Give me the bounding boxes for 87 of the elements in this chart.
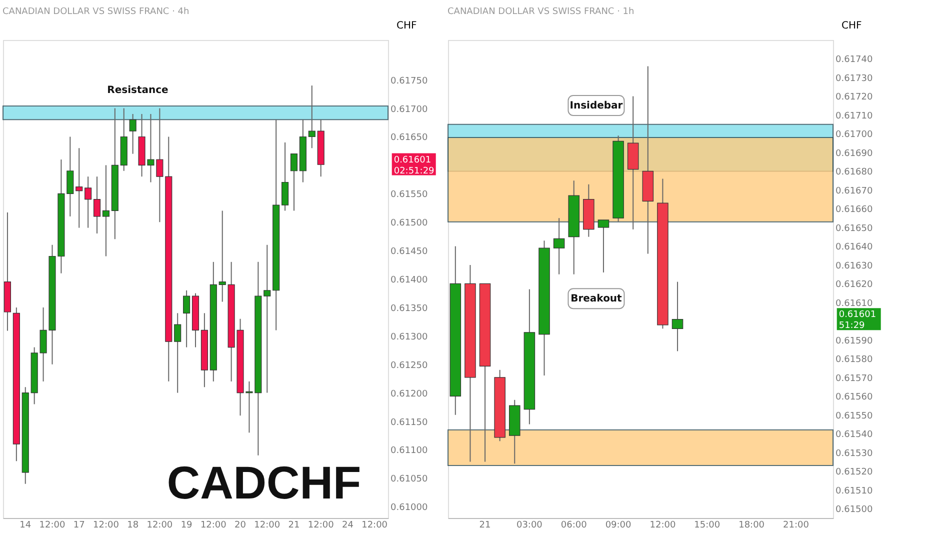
x-tick-label: 12:00 [254, 520, 280, 530]
x-tick-label: 18:00 [738, 520, 765, 530]
chart-title: CANADIAN DOLLAR VS SWISS FRANC · 4h [2, 7, 190, 17]
y-tick-label: 0.61680 [836, 168, 873, 178]
y-axis-title: CHF [842, 20, 862, 32]
y-tick-label: 0.61150 [390, 418, 428, 428]
x-tick-label: 14 [20, 520, 32, 530]
x-tick-label: 24 [342, 520, 354, 530]
y-tick-label: 0.61550 [390, 190, 428, 200]
candlestick [290, 153, 298, 212]
x-tick-label: 06:00 [560, 520, 588, 530]
y-tick-label: 0.61590 [836, 336, 873, 346]
candlestick [598, 219, 610, 273]
band-label: Resistance [107, 85, 169, 96]
y-tick-label: 0.61650 [836, 224, 873, 234]
x-tick-label: 18 [127, 520, 139, 530]
candlestick [84, 176, 92, 228]
y-tick-label: 0.61620 [836, 280, 873, 290]
y-tick-label: 0.61520 [836, 468, 873, 478]
y-tick-label: 0.61200 [390, 389, 428, 400]
candlestick [76, 148, 83, 228]
y-tick-label: 0.61650 [390, 133, 428, 144]
y-tick-label: 0.61450 [390, 247, 428, 258]
y-tick-label: 0.61660 [836, 205, 873, 216]
candlestick [264, 244, 271, 394]
y-tick-label: 0.61500 [390, 218, 428, 229]
y-tick-label: 0.61100 [390, 446, 428, 456]
y-tick-label: 0.61640 [836, 242, 873, 253]
y-tick-label: 0.61700 [836, 130, 873, 140]
y-tick-label: 0.61050 [390, 474, 428, 485]
y-tick-label: 0.61630 [836, 261, 873, 272]
candlestick [174, 312, 182, 394]
x-tick-label: 21:00 [783, 520, 810, 530]
text: 0.61601 51:29 [838, 310, 876, 332]
y-tick-label: 0.61580 [836, 355, 873, 366]
x-tick-label: 17 [73, 520, 85, 530]
y-tick-label: 0.61500 [836, 505, 873, 516]
x-tick-label: 12:00 [92, 520, 120, 530]
candlestick [183, 290, 190, 348]
y-axis-title: CHF [396, 20, 417, 32]
x-tick-label: 12:00 [308, 520, 334, 530]
candlestick [553, 218, 565, 275]
x-tick-label: 12:00 [146, 520, 173, 530]
candlestick [102, 164, 110, 257]
annotation: Insidebar [570, 100, 623, 112]
y-tick-label: 0.61670 [836, 186, 873, 196]
x-tick-label: 12:00 [39, 520, 66, 530]
candlestick [93, 176, 101, 234]
candlestick [672, 281, 684, 352]
chart-title: CANADIAN DOLLAR VS SWISS FRANC · 1h [448, 7, 634, 17]
x-tick-label: 12:00 [200, 520, 227, 530]
candlestick [218, 210, 226, 302]
x-tick-label: 03:00 [516, 520, 543, 530]
y-tick-label: 0.61540 [836, 430, 873, 440]
candlestick [129, 113, 136, 154]
annotation: Breakout [570, 294, 622, 305]
candlestick [66, 136, 74, 217]
x-tick-label: 21 [288, 520, 300, 530]
x-tick-label: 21 [479, 520, 491, 530]
y-tick-label: 0.61550 [836, 411, 873, 422]
x-tick-label: 12:00 [650, 520, 676, 530]
text: 0.61601 02:51:29 [394, 155, 435, 176]
y-tick-label: 0.61730 [836, 74, 873, 84]
y-tick-label: 0.61300 [390, 332, 428, 342]
x-tick-label: 09:00 [605, 520, 632, 530]
y-tick-label: 0.61570 [836, 374, 873, 384]
y-tick-label: 0.61740 [836, 55, 873, 66]
candlestick [308, 85, 316, 149]
y-tick-label: 0.61350 [390, 304, 428, 314]
y-tick-label: 0.61560 [836, 392, 873, 403]
y-tick-label: 0.61700 [390, 104, 428, 115]
y-tick-label: 0.61400 [390, 276, 428, 286]
candlestick [282, 142, 289, 212]
y-tick-label: 0.61720 [836, 92, 873, 103]
y-tick-label: 0.61610 [836, 298, 873, 309]
y-tick-label: 0.61710 [836, 111, 873, 122]
x-tick-label: 15:00 [694, 520, 720, 530]
y-tick-label: 0.61000 [390, 503, 428, 514]
x-tick-label: 12:00 [362, 520, 388, 530]
x-tick-label: 19 [180, 520, 193, 530]
y-tick-label: 0.61750 [390, 76, 428, 86]
annotation: CADCHF [166, 456, 362, 509]
y-tick-label: 0.61690 [836, 148, 873, 159]
y-tick-label: 0.61250 [390, 360, 428, 371]
y-tick-label: 0.61530 [836, 448, 873, 459]
x-tick-label: 20 [234, 520, 246, 530]
y-tick-label: 0.61510 [836, 486, 873, 496]
